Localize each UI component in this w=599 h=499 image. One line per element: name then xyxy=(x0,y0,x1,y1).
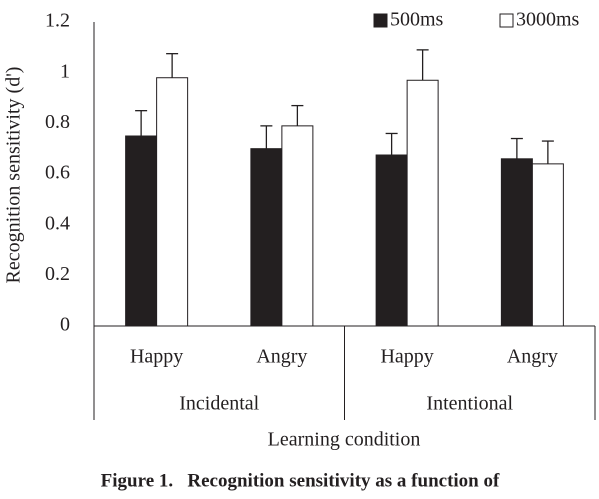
bar xyxy=(125,135,158,327)
x-tick-label: Angry xyxy=(256,346,307,368)
y-tick-label: 0.8 xyxy=(45,111,70,133)
y-tick-label: 0 xyxy=(60,314,70,336)
x-tick-label: Happy xyxy=(380,346,433,368)
y-tick-label: 1 xyxy=(60,60,70,82)
bar xyxy=(531,163,564,327)
x-tick-label: Happy xyxy=(130,346,183,368)
caption: Figure 1. Recognition sensitivity as a f… xyxy=(101,470,500,491)
bar xyxy=(500,158,533,327)
bar xyxy=(375,154,408,327)
y-tick-label: 0.6 xyxy=(45,162,70,184)
y-tick-label: 1.2 xyxy=(45,10,70,32)
legend-label: 500ms xyxy=(390,9,444,31)
bar xyxy=(156,77,189,327)
group-label: Intentional xyxy=(426,393,513,415)
x-tick-label: Angry xyxy=(507,346,558,368)
legend-swatch xyxy=(499,13,514,28)
y-tick-label: 0.4 xyxy=(45,212,70,234)
bar xyxy=(250,148,283,327)
legend-swatch xyxy=(373,13,388,28)
legend-label: 3000ms xyxy=(516,9,580,31)
y-tick-label: 0.2 xyxy=(45,263,70,285)
group-label: Incidental xyxy=(179,393,259,415)
x-axis-title: Learning condition xyxy=(268,429,421,451)
bar xyxy=(406,79,439,327)
y-axis-title: Recognition sensitivity (d') xyxy=(3,67,25,284)
bar xyxy=(281,125,314,327)
